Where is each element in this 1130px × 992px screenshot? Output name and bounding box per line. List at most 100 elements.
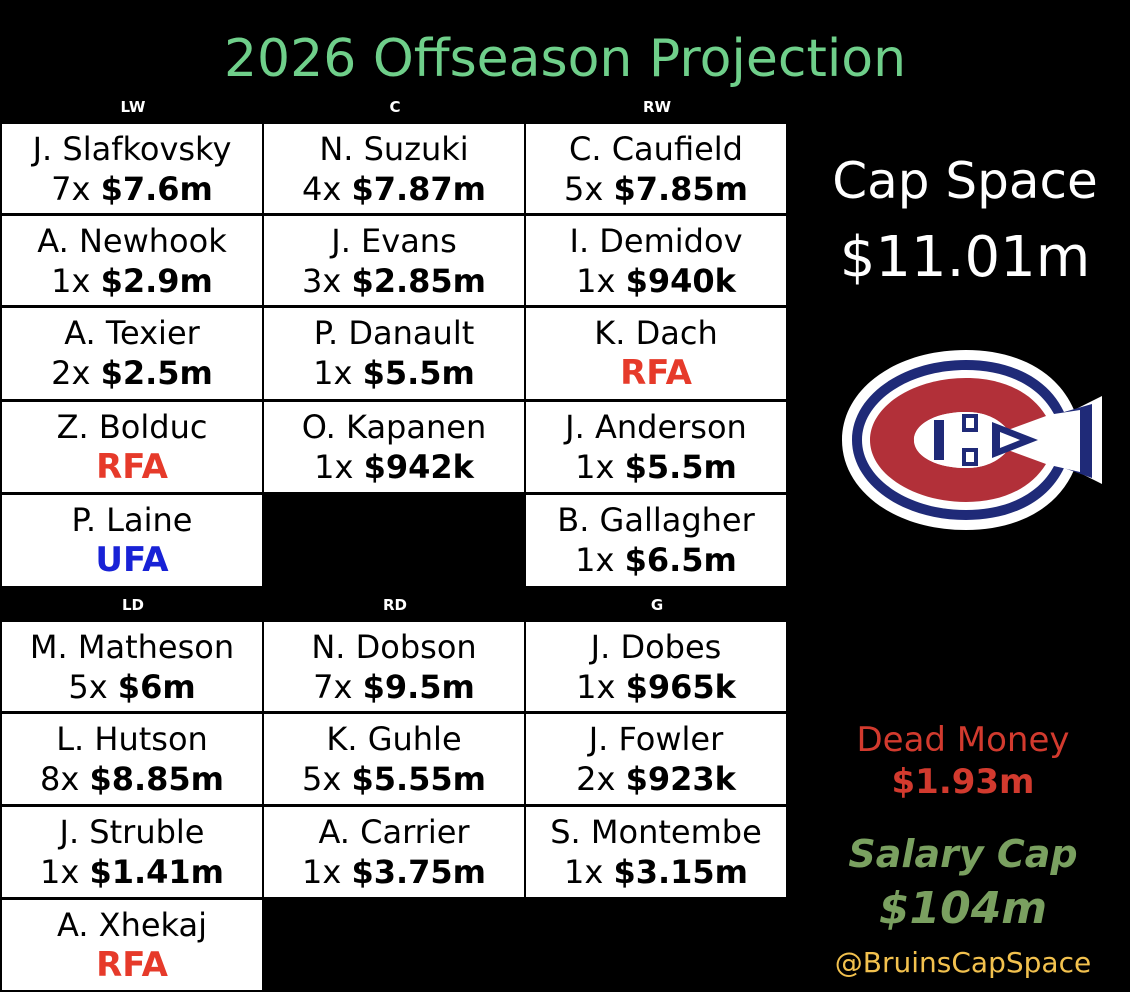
player-card: J. Fowler 2x $923k <box>526 714 786 804</box>
player-card: S. Montembe 1x $3.15m <box>526 807 786 897</box>
player-name: A. Newhook <box>37 222 227 260</box>
cap-space-value: $11.01m <box>839 225 1091 290</box>
contract-years: 5x <box>68 668 118 706</box>
player-card: N. Suzuki 4x $7.87m <box>264 124 524 213</box>
contract-years: 4x <box>301 170 352 208</box>
position-header-lw: LW <box>120 98 146 116</box>
player-name: P. Laine <box>71 501 193 539</box>
contract-years: 1x <box>576 262 626 300</box>
player-contract: 1x $5.5m <box>264 354 524 392</box>
player-card: J. Anderson 1x $5.5m <box>526 402 786 492</box>
player-contract: 7x $7.6m <box>2 170 262 208</box>
player-card: M. Matheson 5x $6m <box>2 622 262 711</box>
player-card: I. Demidov 1x $940k <box>526 216 786 305</box>
contract-amount: $8.85m <box>89 760 225 798</box>
contract-amount: $2.85m <box>351 262 487 300</box>
contract-years: 5x <box>563 170 614 208</box>
ufa-status: UFA <box>95 540 169 580</box>
player-name: I. Demidov <box>569 222 743 260</box>
player-name: P. Danault <box>313 314 475 352</box>
player-contract: 1x $965k <box>526 668 786 706</box>
position-header-ld: LD <box>121 596 144 614</box>
salary-cap-label: Salary Cap <box>848 832 1078 876</box>
player-name: N. Dobson <box>311 628 477 666</box>
player-name: J. Fowler <box>588 720 724 758</box>
player-name: J. Struble <box>59 813 205 851</box>
montreal-canadiens-logo-icon <box>842 350 1102 530</box>
contract-years: 7x <box>51 170 101 208</box>
player-card: B. Gallagher 1x $6.5m <box>526 495 786 586</box>
player-contract: 1x $3.15m <box>526 853 786 891</box>
rfa-status: RFA <box>96 447 168 487</box>
contract-years: 1x <box>39 853 90 891</box>
player-name: Z. Bolduc <box>56 408 208 446</box>
player-name: C. Caufield <box>569 130 743 168</box>
player-name: A. Xhekaj <box>56 906 208 944</box>
player-card: P. Laine UFA <box>2 495 262 586</box>
contract-years: 1x <box>576 668 626 706</box>
player-card: J. Evans 3x $2.85m <box>264 216 524 305</box>
rfa-status: RFA <box>96 945 168 985</box>
contract-amount: $2.9m <box>100 262 213 300</box>
player-contract: 4x $7.87m <box>264 170 524 208</box>
contract-amount: $7.87m <box>351 170 487 208</box>
contract-amount: $923k <box>625 760 736 798</box>
player-card: A. Newhook 1x $2.9m <box>2 216 262 305</box>
contract-amount: $6m <box>117 668 196 706</box>
player-card: J. Dobes 1x $965k <box>526 622 786 711</box>
contract-years: 1x <box>314 448 364 486</box>
player-contract: 2x $2.5m <box>2 354 262 392</box>
position-header-g: G <box>650 596 664 614</box>
player-contract: 5x $7.85m <box>526 170 786 208</box>
player-contract: 5x $5.55m <box>264 760 524 798</box>
player-card: J. Struble 1x $1.41m <box>2 807 262 897</box>
contract-amount: $5.5m <box>624 448 737 486</box>
player-name: S. Montembe <box>550 813 762 851</box>
player-card: C. Caufield 5x $7.85m <box>526 124 786 213</box>
contract-years: 2x <box>51 354 101 392</box>
player-contract: 1x $940k <box>526 262 786 300</box>
contract-amount: $7.6m <box>100 170 213 208</box>
contract-amount: $940k <box>625 262 736 300</box>
player-contract: 1x $1.41m <box>2 853 262 891</box>
player-name: J. Evans <box>331 222 457 260</box>
contract-years: 1x <box>51 262 101 300</box>
author-handle: @BruinsCapSpace <box>834 946 1092 979</box>
player-card: Z. Bolduc RFA <box>2 402 262 492</box>
dead-money-label: Dead Money <box>856 720 1070 760</box>
contract-amount: $2.5m <box>100 354 213 392</box>
contract-amount: $965k <box>625 668 736 706</box>
player-card: A. Carrier 1x $3.75m <box>264 807 524 897</box>
player-name: A. Texier <box>64 314 200 352</box>
contract-years: 1x <box>313 354 363 392</box>
player-contract: 5x $6m <box>2 668 262 706</box>
player-contract: 1x $942k <box>264 448 524 486</box>
player-contract: 2x $923k <box>526 760 786 798</box>
position-header-rw: RW <box>642 98 672 116</box>
contract-years: 1x <box>301 853 352 891</box>
contract-amount: $9.5m <box>362 668 475 706</box>
player-name: K. Guhle <box>326 720 462 758</box>
player-name: B. Gallagher <box>557 501 755 539</box>
player-card: N. Dobson 7x $9.5m <box>264 622 524 711</box>
contract-years: 5x <box>301 760 352 798</box>
contract-amount: $3.75m <box>351 853 487 891</box>
player-name: J. Slafkovsky <box>32 130 232 168</box>
player-contract: 8x $8.85m <box>2 760 262 798</box>
player-name: O. Kapanen <box>301 408 487 446</box>
contract-years: 2x <box>576 760 626 798</box>
contract-amount: $7.85m <box>613 170 749 208</box>
player-contract: 1x $2.9m <box>2 262 262 300</box>
contract-amount: $942k <box>363 448 474 486</box>
player-card: O. Kapanen 1x $942k <box>264 402 524 492</box>
contract-amount: $5.55m <box>351 760 487 798</box>
player-card: A. Texier 2x $2.5m <box>2 308 262 399</box>
player-name: K. Dach <box>594 314 718 352</box>
contract-years: 7x <box>313 668 363 706</box>
contract-years: 1x <box>575 541 625 579</box>
player-card: P. Danault 1x $5.5m <box>264 308 524 399</box>
player-card: K. Guhle 5x $5.55m <box>264 714 524 804</box>
player-name: J. Anderson <box>565 408 747 446</box>
contract-years: 1x <box>563 853 614 891</box>
player-name: M. Matheson <box>29 628 235 666</box>
